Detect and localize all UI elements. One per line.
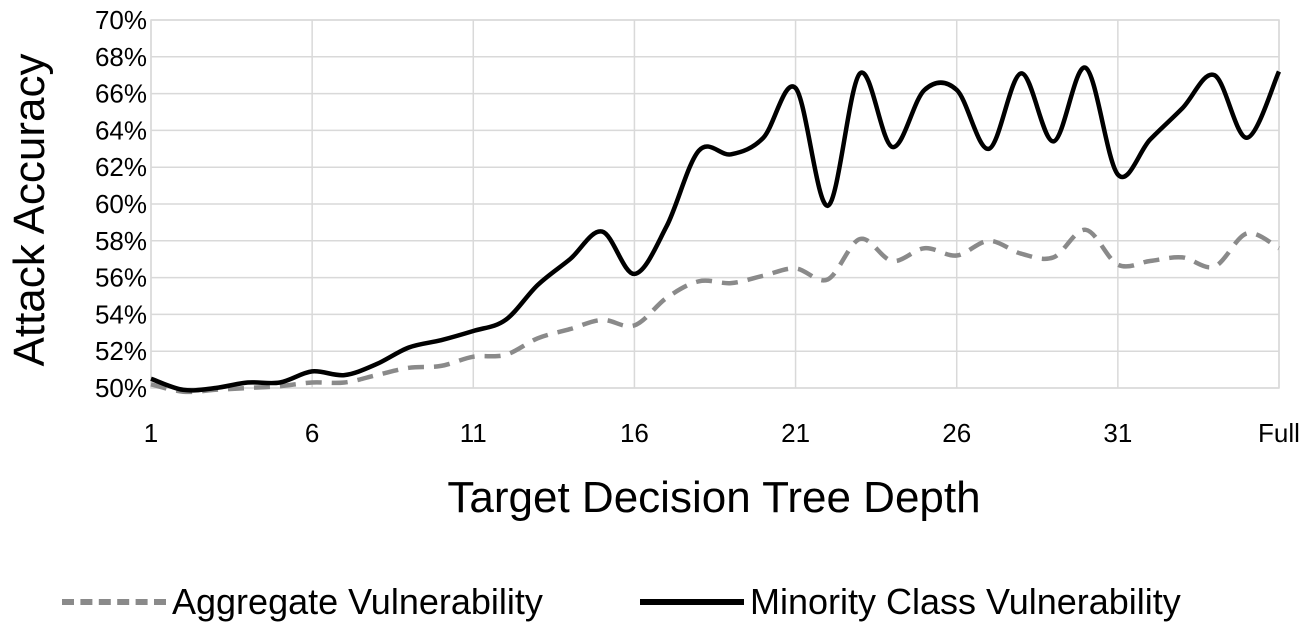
legend-label-minority: Minority Class Vulnerability	[750, 581, 1181, 622]
y-tick-label: 58%	[95, 226, 147, 256]
plot-border	[150, 19, 1280, 389]
x-tick-label: Full	[1258, 418, 1300, 448]
series-line-aggregate	[150, 227, 1281, 395]
y-tick-label: 56%	[95, 263, 147, 293]
legend: Aggregate Vulnerability Minority Class V…	[0, 578, 1306, 626]
legend-item-minority: Minority Class Vulnerability	[640, 578, 1181, 626]
x-tick-label: 21	[781, 418, 810, 448]
y-tick-label: 60%	[95, 189, 147, 219]
x-axis-ticks: 1 6 11 16 21 26 31 Full	[144, 418, 1300, 448]
x-axis-title: Target Decision Tree Depth	[447, 473, 980, 522]
y-tick-label: 68%	[95, 42, 147, 72]
legend-dashed-line-icon	[62, 599, 166, 605]
x-tick-label: 11	[460, 418, 487, 448]
legend-item-aggregate: Aggregate Vulnerability	[62, 578, 543, 626]
line-chart: 50%52%54%56%58%60%62%64%66%68%70% 1 6 11 16…	[5, 5, 1300, 522]
y-tick-label: 66%	[95, 79, 147, 109]
y-axis-title: Attack Accuracy	[5, 53, 54, 366]
y-tick-label: 52%	[95, 336, 147, 366]
y-tick-label: 62%	[95, 152, 147, 182]
y-axis-ticks: 50% 52% 54% 56% 58% 60% 62% 64% 66% 68% 70%	[95, 5, 147, 403]
x-tick-label: 26	[942, 418, 971, 448]
y-tick-label: 70%	[95, 5, 147, 35]
legend-solid-line-icon	[640, 599, 744, 605]
series-lines	[150, 65, 1282, 395]
x-tick-label: 16	[620, 418, 649, 448]
x-tick-label: 6	[305, 418, 319, 448]
x-tick-label: 1	[144, 418, 158, 448]
y-tick-label: 54%	[95, 299, 147, 329]
series-line-minority	[150, 65, 1282, 393]
y-tick-label: 64%	[95, 115, 147, 145]
x-tick-label: 31	[1103, 418, 1132, 448]
y-tick-label: 50%	[95, 373, 147, 403]
legend-label-aggregate: Aggregate Vulnerability	[172, 581, 543, 622]
gridlines	[150, 19, 1280, 389]
plot-area-frame	[150, 19, 1280, 389]
